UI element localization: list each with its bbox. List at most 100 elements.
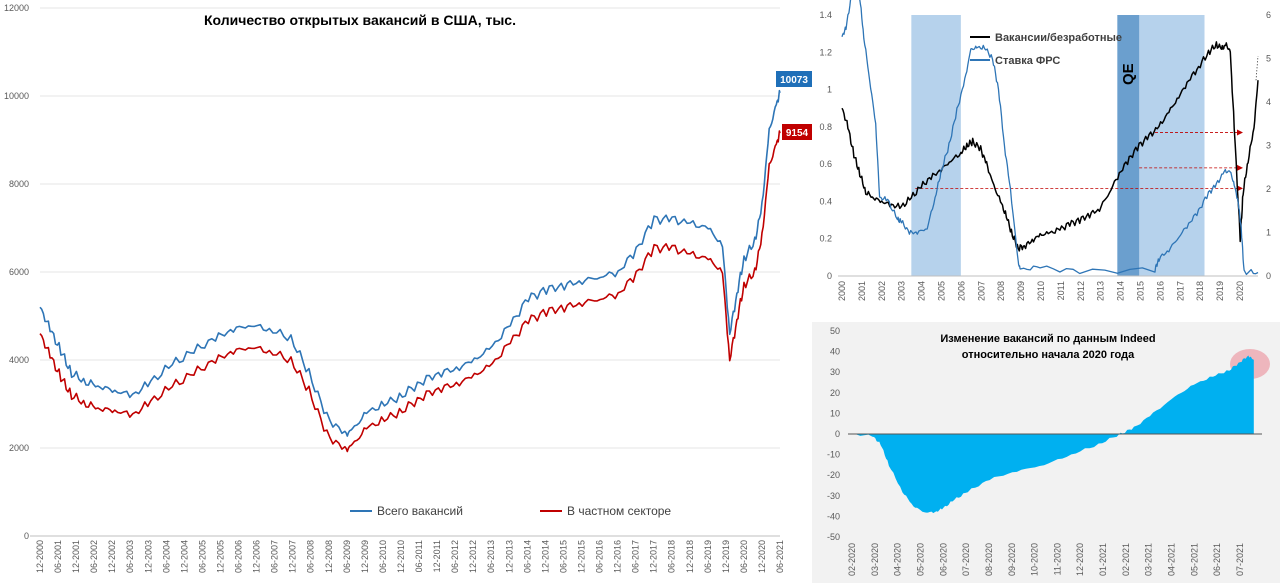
br-y-tick: -30 [827, 491, 840, 501]
total-end-label: 10073 [780, 75, 808, 86]
br-x-tick-labels: 02-2020 03-2020 04-2020 05-2020 06-2020 07-20… [847, 543, 1245, 576]
main-x-tick: 12-2012 [468, 540, 478, 573]
series-private-line [39, 130, 781, 453]
main-x-tick: 06-2010 [378, 540, 388, 573]
main-x-tick: 06-2003 [125, 540, 135, 573]
main-x-tick: 06-2014 [522, 540, 532, 573]
tr-y-tick-labels: 0 0.2 0.4 0.6 0.8 1 1.2 1.4 0 1 2 3 4 5 6 [819, 10, 1271, 281]
tr-x-tick: 2017 [1175, 281, 1185, 301]
main-x-tick: 12-2013 [504, 540, 514, 573]
br-y-tick-labels: 50 40 30 20 10 0 -10 -20 -30 -40 -50 [827, 326, 840, 542]
br-y-tick: 10 [830, 408, 840, 418]
tr-x-tick: 2003 [897, 281, 907, 301]
br-y-tick: 20 [830, 388, 840, 398]
br-x-tick: 01-2021 [1098, 543, 1108, 576]
main-x-tick: 06-2004 [161, 540, 171, 573]
tr-x-tick: 2002 [877, 281, 887, 301]
private-end-badge [782, 124, 812, 140]
main-x-tick: 12-2019 [721, 540, 731, 573]
tr-x-tick: 2020 [1235, 281, 1245, 301]
br-x-tick: 11-2020 [1052, 543, 1062, 575]
main-x-tick: 06-2001 [53, 540, 63, 573]
tr-x-tick: 2005 [937, 281, 947, 301]
main-x-tick: 12-2003 [143, 540, 153, 573]
qe-period [1117, 15, 1140, 276]
main-y-tick: 12000 [4, 3, 29, 13]
main-y-tick: 8000 [9, 179, 29, 189]
br-x-tick: 10-2020 [1030, 543, 1040, 576]
main-x-tick: 12-2020 [757, 540, 767, 573]
br-y-tick: -40 [827, 511, 840, 521]
br-x-tick: 03-2021 [1144, 543, 1154, 576]
br-y-tick: 40 [830, 347, 840, 357]
br-x-tick: 05-2021 [1189, 543, 1199, 576]
br-x-tick: 06-2021 [1212, 543, 1222, 576]
main-y-tick: 2000 [9, 443, 29, 453]
tr-arrow-head [1237, 185, 1243, 192]
br-x-tick: 08-2020 [984, 543, 994, 576]
br-x-tick: 02-2021 [1121, 543, 1131, 576]
tr-x-tick: 2012 [1076, 281, 1086, 301]
tr-x-tick: 2006 [956, 281, 966, 301]
main-y-tick: 6000 [9, 267, 29, 277]
main-x-tick: 06-2017 [631, 540, 641, 573]
series-total-line [39, 89, 781, 437]
tr-x-tick: 2018 [1195, 281, 1205, 301]
br-x-tick: 04-2021 [1167, 543, 1177, 576]
series-rate-line [841, 0, 1259, 276]
main-x-tick: 06-2005 [197, 540, 207, 573]
tr-x-tick: 2004 [917, 281, 927, 301]
tr-shaded-periods [911, 15, 1205, 276]
legend-private-label: В частном секторе [567, 504, 671, 518]
tr-x-tick-labels: 2000 2001 2002 2003 2004 2005 2006 2007 2008 2009… [837, 281, 1245, 301]
main-x-tick: 12-2008 [324, 540, 334, 573]
main-x-tick: 12-2004 [179, 540, 189, 573]
series-ratio-line [841, 41, 1259, 252]
tr-y-right-tick: 4 [1266, 97, 1271, 107]
br-y-tick: -50 [827, 532, 840, 542]
br-title-line1: Изменение вакансий по данным Indeed [940, 333, 1155, 345]
main-x-tick: 06-2020 [739, 540, 749, 573]
br-y-tick: -10 [827, 450, 840, 460]
br-x-tick: 07-2020 [961, 543, 971, 576]
tr-y-right-tick: 2 [1266, 184, 1271, 194]
main-x-tick: 06-2013 [486, 540, 496, 573]
tr-y-left-tick: 0.4 [819, 196, 832, 206]
main-x-tick: 12-2007 [288, 540, 298, 573]
tr-y-right-tick: 1 [1266, 228, 1271, 238]
main-x-tick: 06-2008 [306, 540, 316, 573]
main-x-tick: 12-2009 [360, 540, 370, 573]
tr-x-tick: 2015 [1136, 281, 1146, 301]
tr-series [841, 0, 1259, 276]
main-series [39, 89, 781, 453]
main-x-tick: 12-2015 [576, 540, 586, 573]
tr-x-tick: 2008 [996, 281, 1006, 301]
main-x-tick-labels: 12-2000 06-2001 12-2001 06-2002 12-2002 06-20… [35, 540, 785, 573]
main-y-tick: 0 [24, 531, 29, 541]
tr-x-tick: 2019 [1215, 281, 1225, 301]
tr-y-right-tick: 3 [1266, 141, 1271, 151]
br-x-tick: 12-2020 [1075, 543, 1085, 576]
tr-x-tick: 2016 [1155, 281, 1165, 301]
main-x-tick: 12-2010 [396, 540, 406, 573]
legend-rate-label: Ставка ФРС [995, 55, 1060, 67]
legend-ratio-label: Вакансии/безработные [995, 32, 1122, 44]
tr-y-left-tick: 0 [827, 271, 832, 281]
tr-y-right-tick: 5 [1266, 54, 1271, 64]
tr-x-tick: 2013 [1096, 281, 1106, 301]
tr-dotted-extension [1255, 55, 1259, 81]
main-y-tick: 10000 [4, 91, 29, 101]
tr-x-tick: 2010 [1036, 281, 1046, 301]
main-x-tick: 06-2018 [667, 540, 677, 573]
tr-y-left-tick: 0.8 [819, 122, 832, 132]
main-x-tick: 06-2019 [703, 540, 713, 573]
main-x-tick: 12-2011 [432, 540, 442, 572]
br-y-tick: -20 [827, 470, 840, 480]
main-x-tick: 06-2021 [775, 540, 785, 573]
main-x-tick: 06-2007 [270, 540, 280, 573]
br-x-tick: 03-2020 [870, 543, 880, 576]
main-y-tick: 4000 [9, 355, 29, 365]
main-x-tick: 12-2016 [613, 540, 623, 573]
